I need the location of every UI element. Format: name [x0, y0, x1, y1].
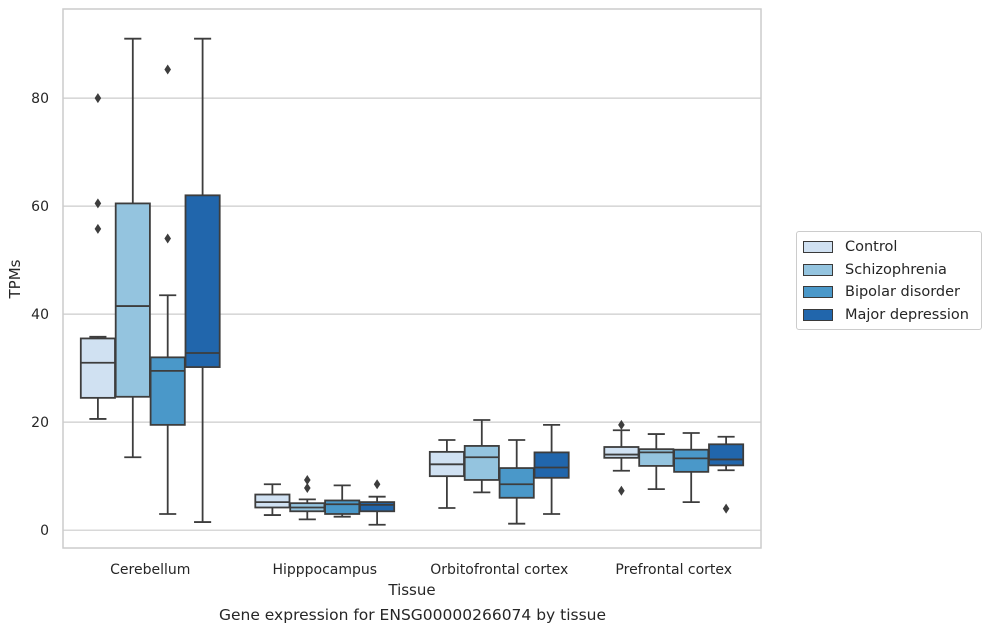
- x-axis-label: Tissue: [387, 581, 435, 599]
- outlier-point: [373, 479, 381, 490]
- x-tick-labels: Cerebellum Hipppocampus Orbitofrontal cort…: [110, 562, 732, 578]
- box-iqr: [463, 445, 500, 481]
- outlier-point: [722, 503, 730, 514]
- outlier-point: [304, 474, 311, 485]
- legend-label: Bipolar disorder: [845, 284, 960, 301]
- y-tick-labels: 0 20 40 60 80: [31, 91, 49, 539]
- box-iqr: [673, 448, 710, 473]
- box-0-3: [184, 37, 221, 523]
- y-axis-label: TPMs: [6, 259, 24, 299]
- box-iqr: [498, 467, 535, 499]
- box-3-3: [708, 435, 745, 514]
- outlier-point: [164, 64, 171, 75]
- y-tick-label: 80: [31, 91, 49, 107]
- legend-item: Major depression: [797, 304, 981, 327]
- legend-swatch: [803, 263, 833, 276]
- box-3-0: [603, 419, 640, 496]
- box-iqr: [184, 194, 221, 368]
- outlier-point: [618, 419, 625, 430]
- outlier-point: [618, 485, 625, 496]
- y-tick-label: 40: [31, 307, 49, 323]
- x-tick-label: Hipppocampus: [272, 562, 377, 578]
- box-plot-marks: [79, 37, 745, 526]
- chart-caption: Gene expression for ENSG00000266074 by t…: [218, 606, 607, 624]
- legend-label: Control: [845, 239, 898, 256]
- x-tick-label: Orbitofrontal cortex: [430, 562, 568, 578]
- legend-label: Schizophrenia: [845, 261, 947, 278]
- y-tick-label: 0: [40, 523, 49, 539]
- legend-item: Bipolar disorder: [797, 281, 981, 304]
- legend: Control Schizophrenia Bipolar disorder Majo…: [796, 231, 982, 330]
- box-1-0: [254, 483, 291, 516]
- x-tick-label: Prefrontal cortex: [615, 562, 732, 578]
- box-3-1: [638, 433, 675, 491]
- box-1-1: [289, 474, 326, 521]
- outlier-point: [94, 198, 102, 209]
- box-iqr: [603, 446, 640, 459]
- outlier-point: [304, 483, 311, 494]
- box-iqr: [79, 337, 116, 399]
- box-0-0: [79, 93, 116, 420]
- box-iqr: [708, 443, 745, 467]
- box-1-2: [324, 484, 361, 518]
- plot-frame: [62, 8, 762, 549]
- outlier-point: [164, 233, 171, 244]
- box-2-0: [428, 439, 465, 509]
- legend-swatch: [803, 308, 833, 321]
- legend-swatch: [803, 241, 833, 254]
- outlier-point: [94, 223, 102, 234]
- y-tick-label: 60: [31, 199, 49, 215]
- box-iqr: [533, 451, 570, 479]
- box-iqr: [359, 501, 396, 513]
- x-tick-label: Cerebellum: [110, 562, 190, 578]
- box-iqr: [149, 356, 186, 426]
- legend-swatch: [803, 286, 833, 299]
- legend-item: Schizophrenia: [797, 259, 981, 282]
- box-iqr: [114, 202, 151, 398]
- box-0-2: [149, 64, 186, 515]
- y-tick-label: 20: [31, 415, 49, 431]
- box-2-2: [498, 439, 535, 525]
- box-1-3: [359, 479, 396, 526]
- box-2-3: [533, 423, 570, 515]
- box-0-1: [114, 37, 151, 459]
- box-2-1: [463, 419, 500, 494]
- legend-item: Control: [797, 236, 981, 259]
- legend-label: Major depression: [845, 306, 969, 323]
- box-iqr: [254, 493, 291, 509]
- box-3-2: [673, 432, 710, 503]
- outlier-point: [94, 93, 102, 104]
- box-iqr: [324, 499, 361, 515]
